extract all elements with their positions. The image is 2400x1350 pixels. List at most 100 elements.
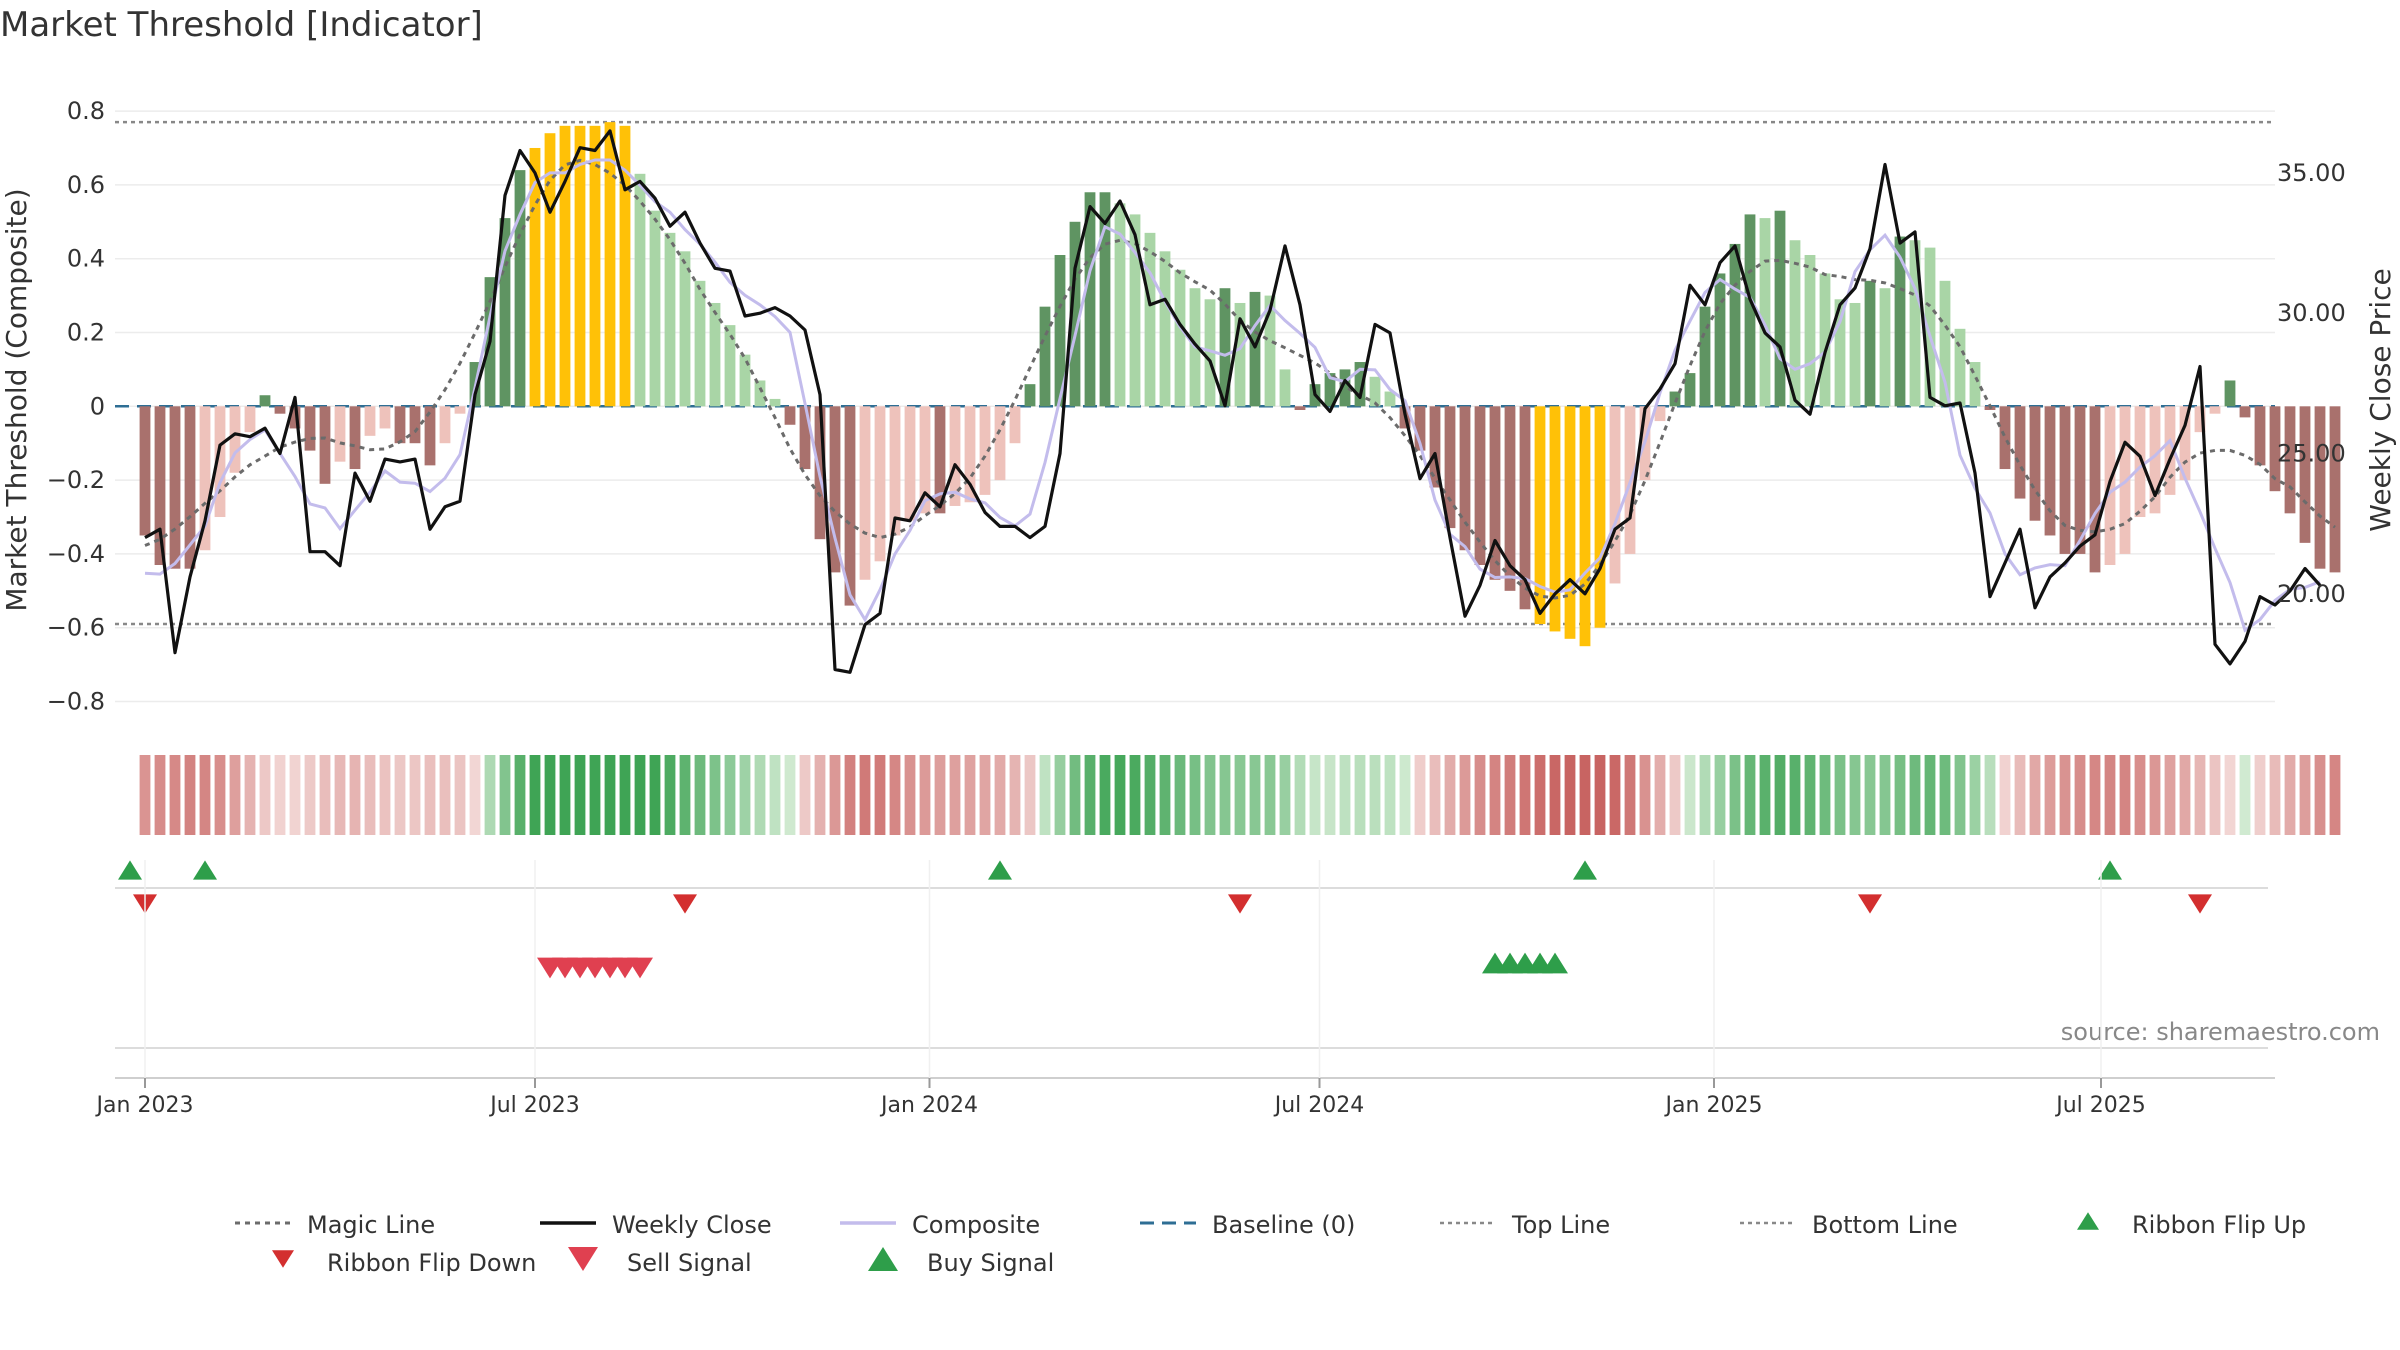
composite-bar xyxy=(259,395,271,407)
composite-bar xyxy=(1204,299,1216,407)
composite-bar xyxy=(1234,302,1246,407)
composite-bar xyxy=(964,406,976,503)
ribbon-cell xyxy=(1309,755,1321,835)
ribbon-cell xyxy=(1969,755,1981,835)
ribbon-cell xyxy=(1234,755,1246,835)
ribbon-cell xyxy=(859,755,871,835)
composite-bar xyxy=(1894,236,1906,407)
ribbon-cell xyxy=(1819,755,1831,835)
composite-bar xyxy=(2224,380,2236,407)
y-tick-label-left: −0.4 xyxy=(47,540,105,568)
x-tick-label: Jul 2024 xyxy=(1273,1093,1365,1118)
composite-bar xyxy=(2329,406,2341,573)
composite-bar xyxy=(1054,255,1066,407)
x-axis: Jan 2023 Jul 2023 Jan 2024 Jul 2024 Jan 2025… xyxy=(95,860,2275,1118)
x-tick-label: Jan 2023 xyxy=(95,1093,194,1118)
composite-bar xyxy=(1009,406,1021,444)
series-lines xyxy=(144,129,2336,674)
composite-bar xyxy=(1249,291,1261,407)
composite-bar xyxy=(304,406,316,451)
composite-bar xyxy=(979,406,991,495)
ribbon-cell xyxy=(2314,755,2326,835)
composite-bar xyxy=(1759,218,1771,407)
ribbon-flip-down-marker xyxy=(1228,894,1252,914)
ribbon-flip-up-marker xyxy=(193,860,217,880)
legend-label: Top Line xyxy=(1511,1211,1610,1239)
composite-bar xyxy=(754,380,766,407)
composite-bar xyxy=(829,406,841,573)
ribbon-cell xyxy=(334,755,346,835)
composite-bar xyxy=(1744,214,1756,407)
ribbon-cell xyxy=(1639,755,1651,835)
ribbon-cell xyxy=(2194,755,2206,835)
composite-bar xyxy=(739,354,751,407)
composite-bar xyxy=(889,406,901,536)
y-tick-label-left: −0.2 xyxy=(47,466,105,494)
composite-bar xyxy=(2269,406,2281,492)
composite-bar xyxy=(379,406,391,429)
composite-bar xyxy=(919,406,931,514)
ribbon-cell xyxy=(694,755,706,835)
composite-bar xyxy=(184,406,196,569)
composite-bar xyxy=(679,251,691,407)
ribbon-cell xyxy=(619,755,631,835)
composite-bar xyxy=(2299,406,2311,543)
composite-bar xyxy=(1159,251,1171,407)
ribbon-cell xyxy=(1954,755,1966,835)
composite-bar xyxy=(1549,406,1561,632)
ribbon-cell xyxy=(1579,755,1591,835)
composite-bar xyxy=(1999,406,2011,470)
legend-label: Ribbon Flip Down xyxy=(327,1249,536,1277)
ribbon-cell xyxy=(1699,755,1711,835)
ribbon-cell xyxy=(1429,755,1441,835)
composite-bar xyxy=(1444,406,1456,529)
ribbon-cell xyxy=(304,755,316,835)
ribbon-cell xyxy=(1099,755,1111,835)
composite-bar xyxy=(1474,406,1486,565)
ribbon-cell xyxy=(2059,755,2071,835)
ribbon-flip-up-marker xyxy=(118,860,142,880)
ribbon-cell xyxy=(1534,755,1546,835)
composite-bar xyxy=(1519,406,1531,610)
composite-bar xyxy=(634,173,646,407)
ribbon-cell xyxy=(454,755,466,835)
ribbon-cell xyxy=(1489,755,1501,835)
composite-bar xyxy=(1879,288,1891,407)
composite-bar xyxy=(709,302,721,407)
legend-item: Ribbon Flip Down xyxy=(272,1249,536,1277)
composite-bar xyxy=(1714,273,1726,407)
ribbon-cell xyxy=(1279,755,1291,835)
composite-bar xyxy=(2059,406,2071,554)
composite-bar xyxy=(1834,299,1846,407)
ribbon-cell xyxy=(2164,755,2176,835)
ribbon-cell xyxy=(544,755,556,835)
composite-bar xyxy=(514,170,526,407)
legend-label: Magic Line xyxy=(307,1211,435,1239)
ribbon-cell xyxy=(739,755,751,835)
composite-bar xyxy=(544,133,556,407)
ribbon-cell xyxy=(1894,755,1906,835)
ribbon-strip xyxy=(139,755,2341,835)
legend-label: Composite xyxy=(912,1211,1040,1239)
ribbon-cell xyxy=(259,755,271,835)
legend-label: Bottom Line xyxy=(1812,1211,1958,1239)
ribbon-cell xyxy=(1324,755,1336,835)
composite-bar xyxy=(274,406,286,414)
ribbon-cell xyxy=(2104,755,2116,835)
composite-bar xyxy=(1264,295,1276,407)
ribbon-cell xyxy=(1189,755,1201,835)
ribbon-cell xyxy=(349,755,361,835)
composite-bars xyxy=(139,122,2341,647)
composite-bar xyxy=(604,122,616,407)
x-tick-label: Jul 2023 xyxy=(488,1093,580,1118)
ribbon-cell xyxy=(889,755,901,835)
ribbon-cell xyxy=(2254,755,2266,835)
composite-bar xyxy=(1414,406,1426,451)
composite-bar xyxy=(1849,302,1861,407)
sell-signal-marker xyxy=(627,957,653,979)
ribbon-cell xyxy=(829,755,841,835)
ribbon-cell xyxy=(1159,755,1171,835)
ribbon-cell xyxy=(1864,755,1876,835)
composite-bar xyxy=(1294,406,1306,410)
